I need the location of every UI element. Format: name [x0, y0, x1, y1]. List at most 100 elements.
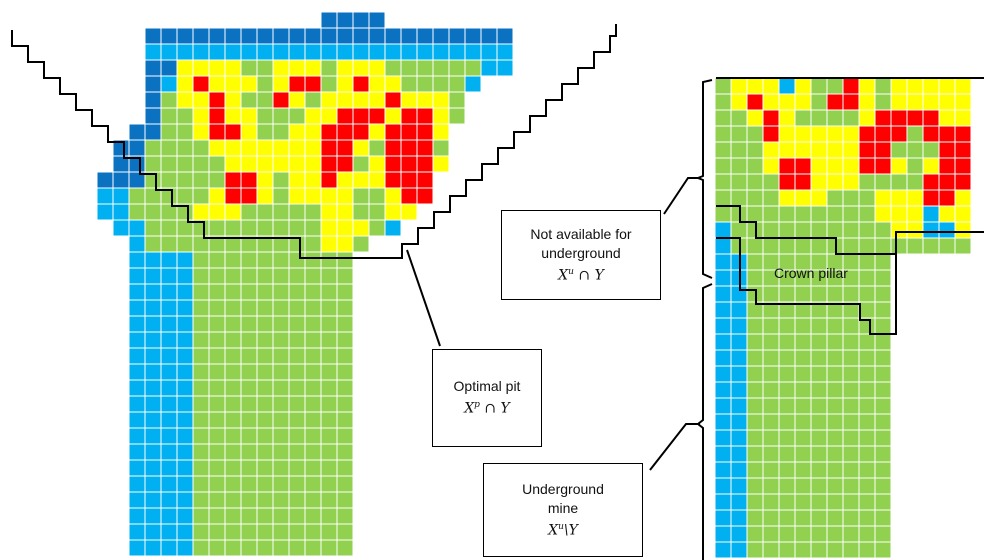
- block: [128, 379, 146, 397]
- block: [272, 187, 290, 205]
- block: [160, 155, 178, 173]
- block: [224, 107, 242, 125]
- block: [240, 75, 258, 93]
- block: [160, 475, 178, 493]
- block: [336, 347, 354, 365]
- optimal-pit-title: Optimal pit: [453, 378, 521, 395]
- block: [778, 77, 796, 95]
- block: [336, 379, 354, 397]
- block: [240, 491, 258, 509]
- block: [256, 443, 274, 461]
- block: [336, 27, 354, 45]
- block: [746, 413, 764, 431]
- block: [128, 123, 146, 141]
- block: [794, 349, 812, 367]
- block: [746, 109, 764, 127]
- block: [778, 525, 796, 543]
- block: [762, 125, 780, 143]
- block: [954, 237, 972, 255]
- block: [128, 507, 146, 525]
- block: [906, 109, 924, 127]
- block: [858, 253, 876, 271]
- block: [432, 123, 450, 141]
- block: [224, 539, 242, 557]
- block: [416, 107, 434, 125]
- block: [128, 203, 146, 221]
- block: [320, 43, 338, 61]
- block: [304, 123, 322, 141]
- block: [160, 75, 178, 93]
- block: [938, 157, 956, 175]
- block: [874, 429, 892, 447]
- block: [762, 509, 780, 527]
- block: [762, 205, 780, 223]
- block: [224, 363, 242, 381]
- block: [256, 427, 274, 445]
- block: [794, 493, 812, 511]
- block: [810, 237, 828, 255]
- block: [810, 397, 828, 415]
- block: [288, 283, 306, 301]
- block: [826, 157, 844, 175]
- block: [842, 493, 860, 511]
- block: [128, 251, 146, 269]
- block: [826, 413, 844, 431]
- block: [256, 171, 274, 189]
- block: [714, 365, 732, 383]
- block: [778, 141, 796, 159]
- block: [368, 171, 386, 189]
- block: [954, 77, 972, 95]
- block: [432, 107, 450, 125]
- block: [272, 379, 290, 397]
- block: [352, 75, 370, 93]
- block: [874, 413, 892, 431]
- block: [128, 539, 146, 557]
- block: [192, 459, 210, 477]
- block: [906, 221, 924, 239]
- block: [176, 155, 194, 173]
- block: [288, 27, 306, 45]
- block: [746, 493, 764, 511]
- block: [176, 443, 194, 461]
- block: [288, 427, 306, 445]
- block: [746, 317, 764, 335]
- block: [714, 109, 732, 127]
- block: [714, 253, 732, 271]
- block: [224, 411, 242, 429]
- block: [954, 125, 972, 143]
- block: [826, 541, 844, 559]
- block: [192, 139, 210, 157]
- block: [810, 173, 828, 191]
- block: [858, 285, 876, 303]
- block: [794, 445, 812, 463]
- block: [906, 77, 924, 95]
- block: [128, 475, 146, 493]
- block: [240, 347, 258, 365]
- block: [730, 189, 748, 207]
- block: [288, 75, 306, 93]
- block: [416, 43, 434, 61]
- block: [842, 157, 860, 175]
- block: [448, 107, 466, 125]
- block: [160, 363, 178, 381]
- block: [448, 75, 466, 93]
- block: [858, 477, 876, 495]
- block: [352, 27, 370, 45]
- block: [320, 219, 338, 237]
- block: [192, 507, 210, 525]
- optimal-pit-formula: Xp ∩ Y: [464, 400, 510, 417]
- block: [746, 269, 764, 287]
- block: [906, 189, 924, 207]
- block: [842, 541, 860, 559]
- not-available-brace: [695, 79, 713, 279]
- block: [240, 283, 258, 301]
- block: [874, 397, 892, 415]
- block: [906, 141, 924, 159]
- block: [778, 333, 796, 351]
- block: [224, 155, 242, 173]
- block: [208, 491, 226, 509]
- block: [858, 93, 876, 111]
- block: [320, 459, 338, 477]
- block: [842, 509, 860, 527]
- block: [336, 123, 354, 141]
